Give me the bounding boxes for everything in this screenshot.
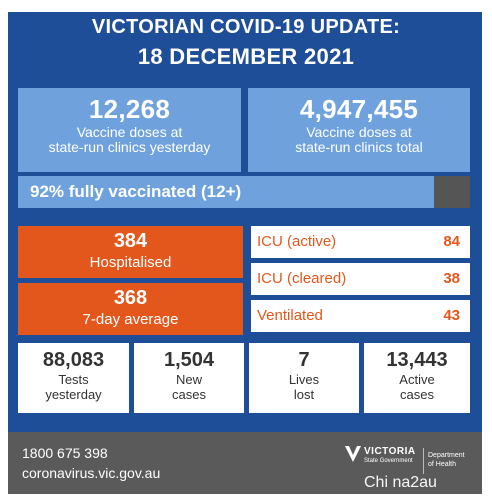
vaccine-doses-yesterday-card: 12,268 Vaccine doses at state-run clinic…	[18, 88, 241, 172]
active-cases-label-1: Active	[399, 372, 435, 387]
vaccine-doses-total-label-1: Vaccine doses at	[306, 124, 412, 140]
vaccine-doses-total-value: 4,947,455	[299, 94, 419, 124]
lives-lost-value: 7	[298, 349, 310, 371]
active-cases-card: 13,443 Active cases	[364, 343, 470, 413]
new-cases-card: 1,504 New cases	[134, 343, 244, 413]
icu-cleared-value: 38	[443, 270, 460, 287]
seven-day-average-label: 7-day average	[82, 311, 179, 328]
ventilated-label: Ventilated	[257, 307, 323, 324]
hospitalised-card: 384 Hospitalised	[18, 226, 243, 278]
footer-bar	[8, 432, 482, 494]
seven-day-average-value: 368	[113, 287, 148, 309]
lives-lost-card: 7 Lives lost	[249, 343, 359, 413]
lives-lost-label-1: Lives	[288, 372, 320, 387]
hospitalised-label: Hospitalised	[89, 254, 172, 271]
ventilated-row: Ventilated 43	[251, 300, 470, 332]
icu-cleared-label: ICU (cleared)	[257, 270, 347, 287]
vaccine-doses-total-label-2: state-run clinics total	[295, 139, 423, 155]
new-cases-value: 1,504	[163, 349, 215, 371]
active-cases-value: 13,443	[386, 349, 448, 371]
new-cases-label-2: cases	[172, 387, 206, 402]
website-link[interactable]: coronavirus.vic.gov.au	[22, 465, 161, 481]
vaccine-doses-yesterday-value: 12,268	[88, 94, 171, 124]
victoria-v-icon	[345, 446, 361, 462]
icu-cleared-row: ICU (cleared) 38	[251, 263, 470, 295]
icu-active-label: ICU (active)	[257, 233, 337, 250]
vaccination-progress-bar: 92% fully vaccinated (12+)	[18, 176, 470, 208]
logo-divider	[423, 448, 424, 474]
icu-active-row: ICU (active) 84	[251, 226, 470, 258]
tests-yesterday-card: 88,083 Tests yesterday	[18, 343, 129, 413]
active-cases-label-2: cases	[400, 387, 434, 402]
ventilated-value: 43	[443, 307, 460, 324]
vaccine-doses-total-card: 4,947,455 Vaccine doses at state-run cli…	[248, 88, 470, 172]
infographic-title: VICTORIAN COVID-19 UPDATE:	[91, 16, 401, 38]
update-date: 18 DECEMBER 2021	[137, 44, 355, 69]
seven-day-average-card: 368 7-day average	[18, 283, 243, 335]
victoria-state-government-logo: VICTORIA State Government	[344, 444, 422, 478]
tests-yesterday-value: 88,083	[42, 349, 105, 371]
hotline-number: 1800 675 398	[22, 445, 108, 461]
tests-yesterday-label-1: Tests	[58, 372, 89, 387]
hospitalised-value: 384	[113, 230, 148, 252]
vaccine-doses-yesterday-label-1: Vaccine doses at	[76, 124, 183, 140]
state-government-text: State Government	[364, 458, 413, 464]
watermark-text: Chi na2au	[364, 474, 437, 491]
victoria-logo-word: VICTORIA	[364, 446, 416, 457]
vaccination-progress-fill	[18, 176, 434, 208]
vaccination-progress-label: 92% fully vaccinated (12+)	[30, 182, 242, 201]
new-cases-label-1: New	[175, 372, 202, 387]
icu-active-value: 84	[443, 233, 460, 250]
department-line-2: of Health	[428, 461, 457, 468]
vaccine-doses-yesterday-label-2: state-run clinics yesterday	[48, 139, 211, 155]
department-line-1: Department	[428, 452, 465, 459]
lives-lost-label-2: lost	[293, 387, 315, 402]
tests-yesterday-label-2: yesterday	[45, 387, 102, 402]
department-of-health-text: Department of Health	[428, 451, 465, 469]
